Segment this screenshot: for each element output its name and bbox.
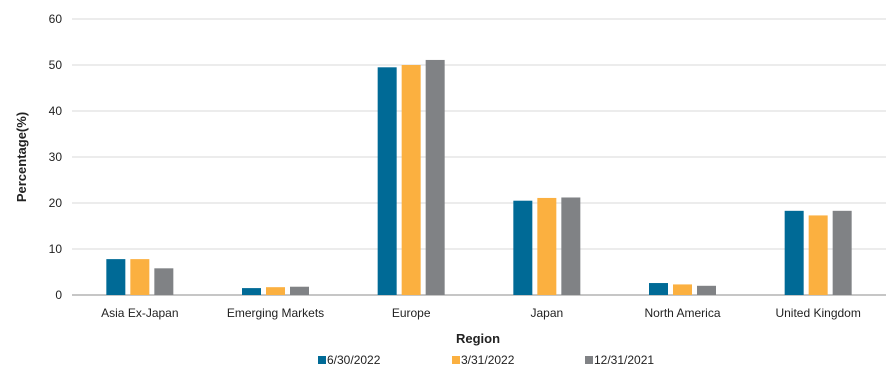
bar-12/31/2021-North America [697,285,716,295]
bar-6/30/2022-Europe [377,67,397,295]
y-tick-label: 30 [49,150,63,164]
bar-3/31/2022-Japan [537,197,557,295]
bar-3/31/2022-North America [673,284,692,295]
x-axis-title: Region [456,331,500,346]
y-axis-title: Percentage(%) [14,112,29,202]
x-tick-label: Japan [530,306,563,320]
x-tick-label: United Kingdom [775,306,860,320]
x-tick-label: North America [644,306,720,320]
y-tick-label: 10 [49,242,63,256]
legend-label: 6/30/2022 [327,353,381,367]
legend: 6/30/2022 3/31/2022 12/31/2021 [318,353,654,367]
bar-3/31/2022-United Kingdom [808,215,828,295]
x-tick-label: Europe [392,306,431,320]
legend-swatch [452,356,460,364]
bar-12/31/2021-United Kingdom [832,210,852,295]
gridlines [72,18,886,296]
x-tick-label: Asia Ex-Japan [101,306,178,320]
bar-12/31/2021-Emerging Markets [290,286,309,295]
bar-6/30/2022-Asia Ex-Japan [106,259,126,295]
bar-3/31/2022-Emerging Markets [266,287,285,295]
bar-3/31/2022-Asia Ex-Japan [130,259,150,295]
bar-6/30/2022-United Kingdom [784,210,804,295]
y-tick-label: 50 [49,58,63,72]
bars [106,59,852,295]
y-axis-ticks: 0 10 20 30 40 50 60 [49,12,63,302]
bar-3/31/2022-Europe [401,65,421,295]
bar-6/30/2022-Emerging Markets [242,288,261,295]
bar-6/30/2022-North America [649,283,668,295]
bar-12/31/2021-Japan [561,197,581,295]
legend-swatch [318,356,326,364]
y-tick-label: 40 [49,104,63,118]
y-tick-label: 0 [55,288,62,302]
bar-12/31/2021-Asia Ex-Japan [154,268,174,295]
legend-label: 3/31/2022 [461,353,515,367]
legend-swatch [585,356,593,364]
bar-6/30/2022-Japan [513,200,533,295]
y-tick-label: 20 [49,196,63,210]
x-tick-label: Emerging Markets [227,306,324,320]
x-axis-ticks: Asia Ex-Japan Emerging Markets Europe Japan… [101,306,861,320]
bar-12/31/2021-Europe [425,59,445,295]
legend-label: 12/31/2021 [594,353,654,367]
y-tick-label: 60 [49,12,63,26]
